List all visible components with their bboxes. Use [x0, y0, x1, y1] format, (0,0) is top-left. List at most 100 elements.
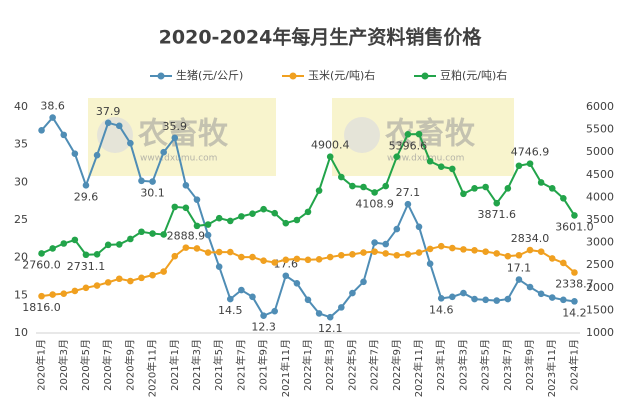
point [93, 251, 101, 258]
point [182, 244, 190, 251]
x-tick-label: 2022年3月 [323, 339, 336, 391]
point [82, 251, 90, 259]
x-tick-label: 2022年7月 [368, 339, 381, 391]
point [115, 275, 123, 283]
point [104, 241, 112, 249]
point [304, 256, 312, 264]
watermark: 农畜牧 [384, 117, 476, 152]
y2-tick-label: 1000 [586, 326, 614, 339]
point [560, 296, 567, 304]
point [260, 312, 267, 319]
point [504, 295, 512, 303]
data-label: 2731.1 [67, 260, 106, 273]
point [93, 151, 101, 159]
point [537, 179, 545, 186]
point [204, 249, 212, 256]
point [326, 253, 334, 261]
point [160, 148, 167, 156]
point [515, 162, 523, 170]
point [349, 289, 356, 297]
point [493, 297, 501, 304]
point [371, 248, 378, 255]
data-label: 2338.7 [555, 277, 594, 290]
point [304, 208, 312, 216]
x-tick-label: 2021年7月 [234, 339, 247, 391]
data-label: 1816.0 [22, 301, 61, 314]
watermarks: 农畜牧 www.dxumu.com 农畜牧 www.dxumu.com [88, 98, 514, 176]
point [226, 248, 234, 256]
y-tick-label: 30 [14, 175, 28, 188]
point [249, 253, 256, 261]
y2-tick-label: 5500 [586, 123, 614, 136]
point [471, 185, 478, 192]
x-tick-label: 2023年5月 [479, 339, 492, 391]
point [426, 260, 434, 267]
point [315, 256, 323, 263]
legend-marker [157, 72, 165, 80]
point [471, 246, 478, 254]
data-label: 4746.9 [511, 146, 550, 159]
data-label: 29.6 [74, 190, 99, 203]
watermark-logo [97, 117, 133, 153]
point [260, 205, 267, 213]
point [338, 304, 345, 311]
data-label: 35.9 [163, 120, 188, 133]
y-tick-label: 35 [14, 138, 28, 151]
point [449, 244, 456, 252]
point [249, 210, 256, 217]
point [449, 293, 456, 301]
point [160, 231, 167, 238]
point [449, 165, 456, 173]
x-tick-label: 2022年9月 [390, 339, 403, 391]
x-tick-label: 2020年1月 [35, 339, 48, 391]
point [182, 204, 190, 212]
point [482, 183, 489, 191]
point [326, 153, 334, 161]
watermark-url: www.dxumu.com [387, 154, 464, 164]
point [238, 253, 245, 261]
legend-marker [421, 72, 429, 80]
point [93, 282, 101, 289]
y2-tick-label: 5000 [586, 145, 614, 158]
point [571, 298, 578, 305]
x-tick-label: 2020年7月 [101, 339, 114, 391]
legend-label: 生猪(元/公斤) [176, 68, 243, 82]
point [404, 200, 412, 208]
point [338, 251, 345, 259]
point [482, 248, 489, 255]
x-tick-label: 2021年3月 [190, 339, 203, 391]
point [193, 196, 201, 203]
point [260, 257, 267, 264]
watermark-logo [344, 117, 380, 153]
point [437, 242, 445, 250]
point [204, 221, 212, 228]
point [226, 217, 234, 225]
point [271, 209, 278, 217]
point [537, 248, 545, 255]
point [60, 290, 68, 297]
point [504, 185, 512, 192]
y-tick-label: 10 [14, 326, 28, 339]
point [226, 295, 234, 303]
point [204, 231, 212, 239]
point [293, 216, 301, 224]
x-tick-label: 2021年11月 [279, 339, 292, 397]
chart-title: 2020-2024年每月生产资料销售价格 [159, 26, 483, 49]
y2-tick-label: 3500 [586, 213, 614, 226]
point [49, 245, 56, 252]
point [382, 240, 390, 248]
point [548, 255, 556, 262]
point [426, 157, 434, 165]
point [338, 173, 345, 181]
point [426, 245, 434, 253]
data-label: 2760.0 [22, 258, 61, 271]
x-tick-label: 2023年9月 [523, 339, 536, 391]
legend-label: 豆粕(元/吨)右 [440, 68, 507, 82]
point [60, 131, 68, 139]
point [238, 213, 245, 220]
x-tick-label: 2023年3月 [456, 339, 469, 391]
y2-tick-label: 2000 [586, 281, 614, 294]
data-label: 12.3 [251, 321, 276, 334]
point [49, 291, 56, 298]
point [471, 295, 478, 303]
